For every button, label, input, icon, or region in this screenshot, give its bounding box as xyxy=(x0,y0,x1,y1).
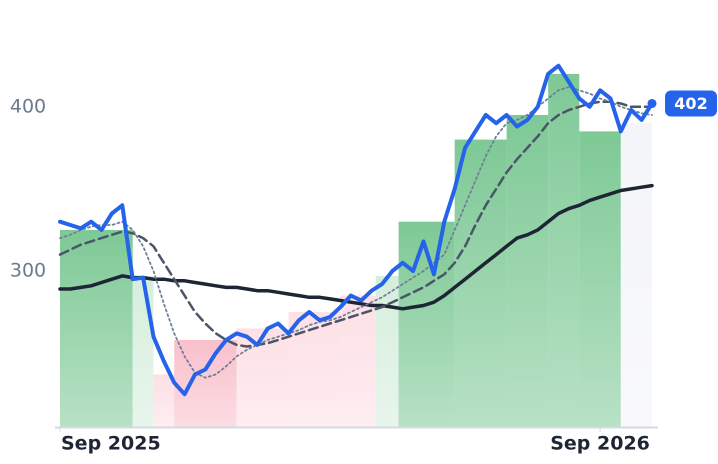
zone-fade xyxy=(174,339,237,427)
last-label-box xyxy=(665,90,717,117)
zone-fade xyxy=(375,275,399,427)
zone-fade xyxy=(132,275,154,427)
zone-fade xyxy=(506,114,549,427)
series-line xyxy=(58,183,654,311)
series-line xyxy=(59,86,653,379)
y-tick-label: 300 xyxy=(10,259,46,281)
series-line xyxy=(58,63,654,397)
zone-fade xyxy=(340,295,376,427)
zone-fade xyxy=(620,123,652,427)
series-line xyxy=(58,100,654,348)
zone-fade xyxy=(579,131,621,427)
zone-fade xyxy=(153,374,175,427)
zone-fade xyxy=(60,229,133,427)
last-point xyxy=(647,98,657,108)
zone-fade xyxy=(454,139,507,427)
y-tick-label: 400 xyxy=(10,95,46,117)
x-tick-label: Sep 2025 xyxy=(61,433,161,455)
x-tick-label: Sep 2026 xyxy=(550,433,650,455)
last-label: 402 xyxy=(674,94,707,113)
zone-fade xyxy=(548,73,580,428)
